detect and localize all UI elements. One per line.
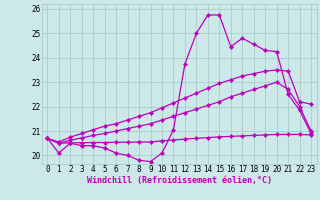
X-axis label: Windchill (Refroidissement éolien,°C): Windchill (Refroidissement éolien,°C) (87, 176, 272, 185)
